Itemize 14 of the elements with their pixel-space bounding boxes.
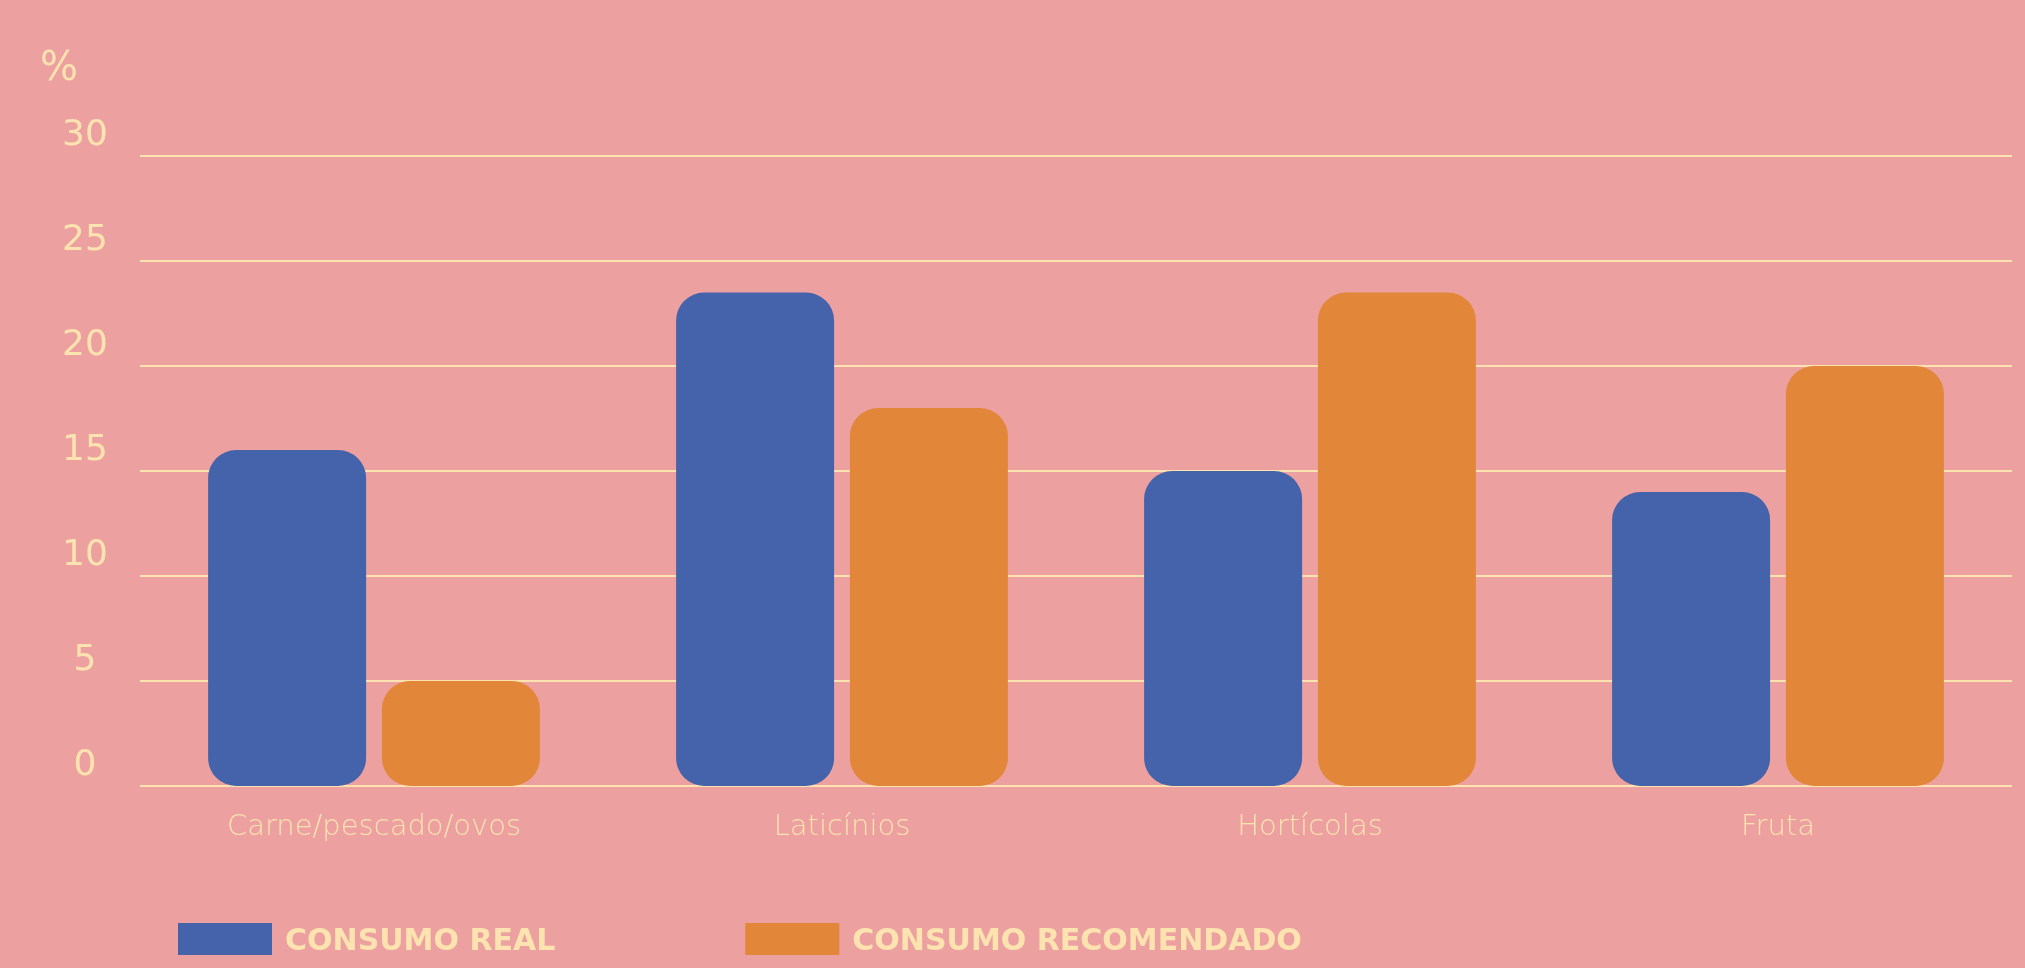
y-axis-title: % (39, 43, 78, 89)
x-tick-label: Laticínios (773, 807, 911, 842)
y-tick-label: 10 (62, 531, 108, 573)
x-tick-label: Fruta (1740, 807, 1816, 842)
y-tick-label: 20 (62, 321, 108, 363)
y-tick-label: 0 (73, 741, 97, 783)
legend-label: CONSUMO REAL (285, 921, 556, 957)
x-tick-label: Carne/pescado/ovos (226, 807, 522, 842)
y-tick-label: 5 (73, 636, 97, 678)
y-tick-label: 25 (62, 216, 108, 258)
x-tick-label: Hortícolas (1237, 807, 1383, 842)
legend-label: CONSUMO RECOMENDADO (852, 921, 1302, 957)
y-tick-label: 15 (62, 426, 108, 468)
y-tick-label: 30 (62, 111, 108, 153)
